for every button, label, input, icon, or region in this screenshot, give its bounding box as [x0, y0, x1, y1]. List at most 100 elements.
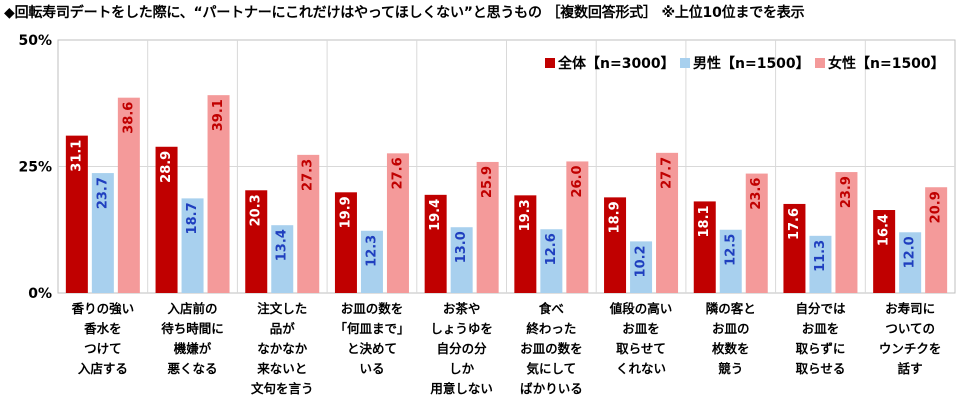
category-label: 文句を言う — [251, 381, 314, 396]
category-label: 待ち時間に — [161, 321, 224, 336]
bar — [630, 241, 653, 293]
data-label: 23.7 — [95, 177, 110, 209]
y-tick-label: 25% — [18, 160, 52, 176]
data-label: 38.6 — [121, 102, 136, 134]
bar — [809, 235, 832, 293]
category-label: お寿司に — [885, 301, 935, 316]
data-label: 23.6 — [749, 178, 764, 210]
bar — [656, 152, 679, 293]
category-label: 入店前の — [168, 301, 218, 316]
bar — [566, 161, 589, 293]
bar — [693, 201, 716, 293]
category-label: 香りの強い — [71, 301, 135, 316]
bar — [91, 173, 114, 293]
data-label: 19.3 — [518, 199, 533, 231]
data-label: 13.4 — [275, 229, 290, 261]
bar — [360, 230, 383, 293]
data-label: 12.5 — [723, 234, 738, 266]
category-label: 香水を — [83, 321, 122, 336]
data-label: 12.0 — [903, 236, 918, 268]
bar — [450, 227, 473, 293]
legend-label: 女性【n=1500】 — [828, 55, 945, 72]
category-label: 取らずに — [796, 341, 846, 356]
bar — [297, 154, 320, 293]
bar — [65, 135, 88, 293]
y-tick-label: 0% — [28, 286, 52, 302]
category-label: 枚数を — [712, 341, 750, 356]
legend-label: 男性【n=1500】 — [693, 55, 810, 72]
category-label: 値段の高い — [609, 301, 673, 316]
category-label: 機嫌が — [174, 341, 212, 356]
data-label: 11.3 — [813, 240, 828, 272]
bar — [117, 97, 140, 294]
bar — [719, 229, 742, 293]
bar — [386, 153, 409, 293]
category-label: ばかりいる — [520, 381, 583, 396]
legend-swatch — [680, 58, 690, 68]
bar — [745, 173, 768, 293]
category-label: 用意しない — [429, 381, 493, 396]
category-label: お皿を — [802, 321, 840, 336]
category-label: いる — [359, 361, 384, 376]
category-label: お茶や — [443, 301, 481, 316]
bar — [476, 161, 499, 293]
category-label: 食べ — [538, 301, 565, 316]
category-label: ウンチクを — [879, 341, 942, 356]
bar — [207, 95, 230, 294]
bar — [604, 197, 627, 293]
category-label: しか — [449, 361, 475, 376]
category-label: お皿を — [622, 321, 660, 336]
legend-swatch — [545, 58, 555, 68]
category-label: つけて — [84, 341, 122, 356]
data-label: 10.2 — [634, 245, 649, 277]
category-label: 「何皿まで」 — [334, 321, 409, 336]
data-label: 26.0 — [570, 165, 585, 197]
data-label: 18.1 — [697, 205, 712, 237]
bar — [835, 172, 858, 293]
category-label: なかなか — [257, 341, 308, 356]
category-label: 注文した — [257, 301, 307, 316]
bar — [899, 232, 922, 293]
data-label: 19.4 — [428, 199, 443, 231]
category-label: 競う — [718, 361, 743, 376]
legend-label: 全体【n=3000】 — [557, 55, 675, 72]
bar — [334, 192, 357, 293]
bar — [514, 195, 537, 293]
category-label: 入店する — [78, 361, 128, 376]
category-label: 来ないと — [256, 361, 307, 376]
data-label: 39.1 — [211, 99, 226, 131]
data-label: 20.9 — [929, 191, 944, 223]
data-label: 13.0 — [454, 231, 469, 263]
category-label: 取らせて — [616, 341, 666, 356]
bar — [873, 210, 896, 293]
category-label: 自分の分 — [437, 341, 488, 356]
data-label: 27.3 — [301, 159, 316, 191]
y-tick-label: 50% — [18, 33, 52, 49]
data-label: 27.6 — [390, 157, 405, 189]
data-label: 16.4 — [877, 214, 892, 246]
category-label: ついての — [885, 321, 935, 336]
data-label: 23.9 — [839, 176, 854, 208]
category-label: 自分では — [795, 301, 846, 316]
category-label: 取らせる — [796, 361, 846, 376]
category-label: 終わった — [526, 321, 576, 336]
bar — [424, 194, 447, 293]
bar — [925, 187, 948, 293]
data-label: 25.9 — [480, 166, 495, 198]
bar — [271, 225, 294, 293]
category-label: 話す — [898, 361, 923, 376]
data-label: 18.7 — [185, 202, 200, 234]
bar — [783, 203, 806, 293]
data-label: 31.1 — [69, 140, 84, 172]
data-label: 12.6 — [544, 233, 559, 265]
legend-swatch — [815, 58, 825, 68]
bar — [540, 229, 563, 293]
category-label: と決めて — [347, 341, 397, 356]
category-label: お皿の数を — [520, 341, 583, 356]
bar — [181, 198, 204, 293]
category-label: 品が — [270, 321, 296, 336]
data-label: 17.6 — [787, 208, 802, 240]
data-label: 19.9 — [338, 196, 353, 228]
bar — [155, 146, 178, 293]
